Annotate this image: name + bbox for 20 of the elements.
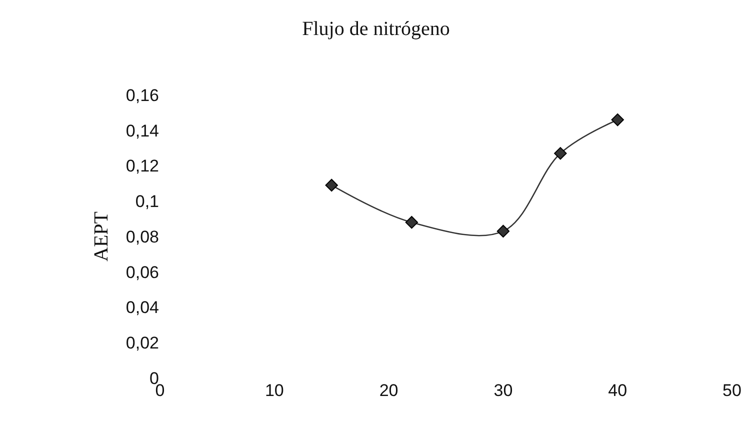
point bbox=[554, 147, 567, 160]
y-tick-label: 0,08 bbox=[126, 227, 159, 246]
point bbox=[405, 216, 418, 229]
x-tick-label: 40 bbox=[608, 381, 628, 400]
x-tick-label: 20 bbox=[379, 381, 398, 400]
y-tick-label: 0,1 bbox=[135, 192, 159, 212]
y-tick-label: 0,02 bbox=[126, 334, 159, 353]
y-tick-label: 0,04 bbox=[126, 298, 159, 318]
point bbox=[611, 113, 624, 126]
y-tick-label: 0,12 bbox=[126, 156, 159, 176]
point bbox=[496, 224, 510, 238]
point bbox=[325, 178, 338, 192]
x-tick-label: 50 bbox=[722, 381, 742, 400]
chart-title: Flujo de nitrógeno bbox=[302, 18, 450, 40]
y-axis-title: AEPT bbox=[90, 212, 112, 262]
y-tick-label: 0,06 bbox=[126, 262, 159, 282]
y-tick-label: 0,14 bbox=[126, 121, 159, 140]
x-tick-label: 10 bbox=[264, 381, 284, 400]
x-tick-label: 30 bbox=[494, 381, 513, 400]
y-tick-label: 0,16 bbox=[126, 86, 159, 105]
